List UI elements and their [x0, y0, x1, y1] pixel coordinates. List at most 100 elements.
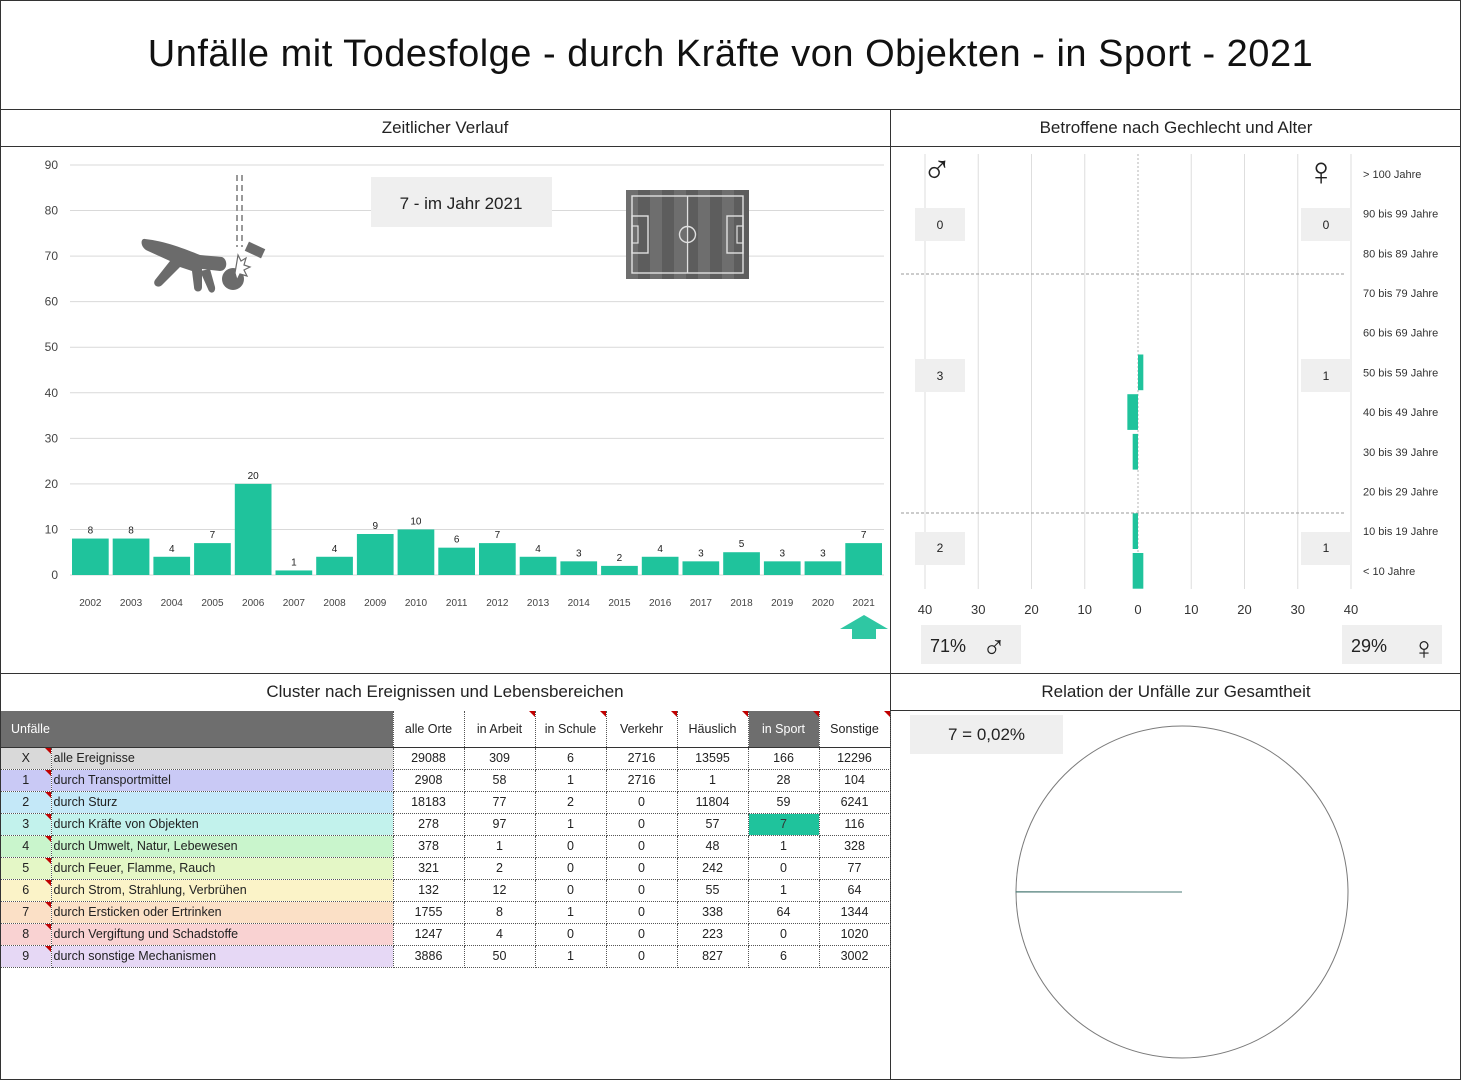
bar [234, 483, 272, 575]
table-row[interactable]: 4 durch Umwelt, Natur, Lebewesen 378 1 0 0 48 1… [1, 835, 891, 858]
y-tick-label: 0 [51, 568, 58, 582]
bar-value-label: 7 [210, 530, 216, 541]
x-tick-label: 2011 [446, 598, 468, 609]
x-tick-label: 10 [1184, 602, 1198, 617]
table-cell: 1 [677, 769, 749, 792]
row-label[interactable]: durch sonstige Mechanismen [51, 945, 394, 968]
table-cell: 1 [748, 879, 820, 902]
table-cell: 132 [393, 879, 465, 902]
demographics-heading: Betroffene nach Gechlecht und Alter [1039, 118, 1313, 137]
table-cell: 57 [677, 813, 749, 836]
demographics-chart: > 100 Jahre 90 bis 99 Jahre 80 bis 89 Jahr… [901, 148, 1442, 666]
row-label[interactable]: alle Ereignisse [51, 747, 394, 770]
timeline-data-labels: 8 8 4 7 20 1 4 9 10 6 7 4 3 2 4 3 5 3 3 7 [88, 471, 867, 569]
x-tick-label: 20 [1024, 602, 1038, 617]
table-header-verkehr[interactable]: Verkehr [606, 711, 678, 748]
table-header-haeuslich[interactable]: Häuslich [677, 711, 749, 748]
bar-value-label: 3 [820, 548, 826, 559]
bar [641, 556, 679, 575]
timeline-x-ticks: 2002 2003 2004 2005 2006 2007 2008 2009 2010 2011… [79, 598, 875, 609]
table-cell: 1 [535, 901, 607, 924]
bar-value-label: 9 [372, 521, 378, 532]
x-tick-label: 2016 [649, 598, 672, 609]
age-group-label: 80 bis 89 Jahre [1363, 248, 1438, 260]
bar [438, 547, 475, 575]
table-header-alle-orte[interactable]: alle Orte [393, 711, 465, 748]
demographics-x-ticks: 40 30 20 10 0 10 20 30 40 [918, 602, 1358, 617]
table-header-in-arbeit[interactable]: in Arbeit [464, 711, 536, 748]
female-symbol-icon: ♀ [1306, 150, 1336, 194]
bar [112, 538, 150, 575]
row-label[interactable]: durch Transportmittel [51, 769, 394, 792]
table-cell: 0 [535, 879, 607, 902]
row-label[interactable]: durch Kräfte von Objekten [51, 813, 394, 836]
bar [763, 561, 801, 575]
table-cell: 0 [606, 901, 678, 924]
male-symbol-icon: ♂ [982, 629, 1006, 665]
bar [682, 561, 720, 575]
table-cell: 77 [819, 857, 891, 880]
row-id: 5 [1, 857, 52, 880]
up-arrow-icon [840, 615, 888, 639]
table-cell: 12296 [819, 747, 891, 770]
timeline-heading: Zeitlicher Verlauf [381, 118, 509, 137]
table-cell: 6 [748, 945, 820, 968]
y-tick-label: 20 [45, 477, 59, 491]
table-row[interactable]: 9 durch sonstige Mechanismen 3886 50 1 0 827 6 3… [1, 945, 891, 968]
table-cell: 0 [606, 857, 678, 880]
relation-pie-chart [1015, 725, 1349, 1059]
relation-callout: 7 = 0,02% [910, 715, 1063, 754]
cluster-table: Unfälle alle Orte in Arbeit in Schule Ve… [1, 711, 891, 968]
row-label[interactable]: durch Ersticken oder Ertrinken [51, 901, 394, 924]
bar [519, 556, 557, 575]
table-cell: 242 [677, 857, 749, 880]
male-group-count: 3 [937, 369, 944, 383]
table-row[interactable]: 1 durch Transportmittel 2908 58 1 2716 1 28 104 [1, 769, 891, 792]
row-label[interactable]: durch Strom, Strahlung, Verbrühen [51, 879, 394, 902]
table-cell: 0 [606, 879, 678, 902]
row-label[interactable]: durch Feuer, Flamme, Rauch [51, 857, 394, 880]
y-tick-label: 70 [45, 249, 59, 263]
table-row[interactable]: 7 durch Ersticken oder Ertrinken 1755 8 1 0 33… [1, 901, 891, 924]
table-row[interactable]: 8 durch Vergiftung und Schadstoffe 1247 4 0 0… [1, 923, 891, 946]
table-cell: 3886 [393, 945, 465, 968]
table-row[interactable]: 5 durch Feuer, Flamme, Rauch 321 2 0 0 242 0 77 [1, 857, 891, 880]
table-row[interactable]: 3 durch Kräfte von Objekten 278 97 1 0 57 7 116 [1, 813, 891, 836]
table-row[interactable]: 6 durch Strom, Strahlung, Verbrühen 132 12 0… [1, 879, 891, 902]
table-cell: 104 [819, 769, 891, 792]
timeline-callout-box [371, 177, 552, 227]
x-tick-label: 2018 [730, 598, 753, 609]
bar-value-label: 3 [779, 548, 785, 559]
table-cell: 11804 [677, 791, 749, 814]
table-cell: 116 [819, 813, 891, 836]
female-group-box [1301, 359, 1351, 392]
row-label[interactable]: durch Umwelt, Natur, Lebewesen [51, 835, 394, 858]
table-cell: 58 [464, 769, 536, 792]
demographics-heading-rule [891, 146, 1461, 147]
x-tick-label: 2002 [79, 598, 102, 609]
row-label[interactable]: durch Vergiftung und Schadstoffe [51, 923, 394, 946]
bar-value-label: 4 [535, 544, 541, 555]
row-label[interactable]: durch Sturz [51, 791, 394, 814]
table-header-in-schule[interactable]: in Schule [535, 711, 607, 748]
table-header-in-sport[interactable]: in Sport [748, 711, 820, 748]
x-tick-label: 20 [1237, 602, 1251, 617]
bar [560, 561, 598, 575]
y-tick-label: 30 [45, 431, 59, 445]
female-bar [1138, 553, 1144, 589]
table-cell: 166 [748, 747, 820, 770]
x-tick-label: 2005 [201, 598, 224, 609]
table-cell: 0 [606, 945, 678, 968]
table-cell: 29088 [393, 747, 465, 770]
male-bar [1127, 394, 1138, 430]
table-cell: 0 [606, 835, 678, 858]
table-cell: 1 [535, 769, 607, 792]
table-row[interactable]: 2 durch Sturz 18183 77 2 0 11804 59 6241 [1, 791, 891, 814]
x-tick-label: 2008 [323, 598, 346, 609]
table-header-sonstige[interactable]: Sonstige [819, 711, 891, 748]
male-group-count: 0 [937, 218, 944, 232]
row-id: 2 [1, 791, 52, 814]
bar-value-label: 4 [657, 544, 663, 555]
